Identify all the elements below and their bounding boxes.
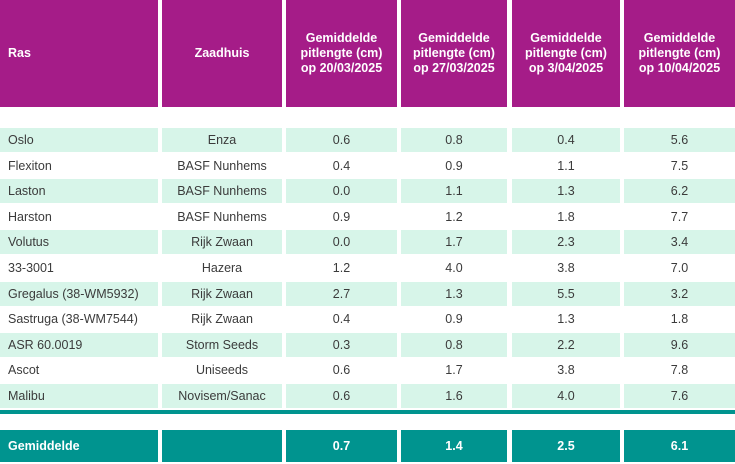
value-cell-10-04: 7.0 — [624, 255, 735, 280]
value-cell-3-04: 5.5 — [512, 281, 620, 306]
table-body: Oslo Enza 0.6 0.8 0.4 5.6 Flexiton BASF … — [0, 128, 735, 408]
column-header-ras: Ras — [0, 0, 158, 107]
value-cell-27-03: 1.7 — [401, 230, 507, 255]
value-cell-20-03: 2.7 — [286, 281, 397, 306]
value-cell-27-03: 1.6 — [401, 383, 507, 408]
separator-line — [0, 409, 735, 414]
table-row: Malibu Novisem/Sanac 0.6 1.6 4.0 7.6 — [0, 383, 735, 408]
value-cell-10-04: 3.2 — [624, 281, 735, 306]
ras-cell: Malibu — [0, 383, 158, 408]
value-cell-20-03: 0.9 — [286, 204, 397, 229]
ras-cell: Sastruga (38-WM7544) — [0, 307, 158, 332]
ras-cell: ASR 60.0019 — [0, 332, 158, 357]
value-cell-3-04: 1.3 — [512, 179, 620, 204]
value-cell-20-03: 0.6 — [286, 358, 397, 383]
value-cell-27-03: 0.9 — [401, 153, 507, 178]
value-cell-27-03: 0.9 — [401, 307, 507, 332]
column-header-pitlengte-10-04: Gemiddelde pitlengte (cm) op 10/04/2025 — [624, 0, 735, 107]
zaadhuis-cell: Storm Seeds — [162, 332, 282, 357]
ras-cell: Oslo — [0, 128, 158, 152]
value-cell-27-03: 0.8 — [401, 332, 507, 357]
table-row: Gregalus (38-WM5932) Rijk Zwaan 2.7 1.3 … — [0, 281, 735, 306]
zaadhuis-cell: BASF Nunhems — [162, 179, 282, 204]
table-row: Laston BASF Nunhems 0.0 1.1 1.3 6.2 — [0, 179, 735, 204]
value-cell-10-04: 7.5 — [624, 153, 735, 178]
value-cell-3-04: 2.3 — [512, 230, 620, 255]
ras-cell: Gregalus (38-WM5932) — [0, 281, 158, 306]
zaadhuis-cell: BASF Nunhems — [162, 204, 282, 229]
value-cell-10-04: 5.6 — [624, 128, 735, 152]
value-cell-3-04: 0.4 — [512, 128, 620, 152]
column-header-pitlengte-3-04: Gemiddelde pitlengte (cm) op 3/04/2025 — [512, 0, 620, 107]
footer-value-cell-3-04: 2.5 — [512, 429, 620, 462]
column-header-pitlengte-20-03: Gemiddelde pitlengte (cm) op 20/03/2025 — [286, 0, 397, 107]
value-cell-10-04: 7.8 — [624, 358, 735, 383]
value-cell-20-03: 0.6 — [286, 383, 397, 408]
value-cell-3-04: 3.8 — [512, 358, 620, 383]
value-cell-20-03: 0.0 — [286, 179, 397, 204]
table-row: Ascot Uniseeds 0.6 1.7 3.8 7.8 — [0, 358, 735, 383]
zaadhuis-cell: Uniseeds — [162, 358, 282, 383]
table-row: Volutus Rijk Zwaan 0.0 1.7 2.3 3.4 — [0, 230, 735, 255]
ras-cell: Harston — [0, 204, 158, 229]
value-cell-3-04: 1.3 — [512, 307, 620, 332]
value-cell-20-03: 1.2 — [286, 255, 397, 280]
value-cell-20-03: 0.4 — [286, 153, 397, 178]
value-cell-3-04: 4.0 — [512, 383, 620, 408]
zaadhuis-cell: BASF Nunhems — [162, 153, 282, 178]
value-cell-20-03: 0.6 — [286, 128, 397, 152]
value-cell-10-04: 9.6 — [624, 332, 735, 357]
value-cell-10-04: 7.7 — [624, 204, 735, 229]
value-cell-27-03: 1.7 — [401, 358, 507, 383]
zaadhuis-cell: Rijk Zwaan — [162, 281, 282, 306]
zaadhuis-cell: Novisem/Sanac — [162, 383, 282, 408]
table-row: Flexiton BASF Nunhems 0.4 0.9 1.1 7.5 — [0, 153, 735, 178]
value-cell-10-04: 7.6 — [624, 383, 735, 408]
table-row: Sastruga (38-WM7544) Rijk Zwaan 0.4 0.9 … — [0, 307, 735, 332]
table-row: Harston BASF Nunhems 0.9 1.2 1.8 7.7 — [0, 204, 735, 229]
zaadhuis-cell: Rijk Zwaan — [162, 307, 282, 332]
ras-cell: Ascot — [0, 358, 158, 383]
zaadhuis-cell: Rijk Zwaan — [162, 230, 282, 255]
value-cell-27-03: 1.3 — [401, 281, 507, 306]
table-row: Oslo Enza 0.6 0.8 0.4 5.6 — [0, 128, 735, 152]
value-cell-27-03: 1.1 — [401, 179, 507, 204]
table-header-row: Ras Zaadhuis Gemiddelde pitlengte (cm) o… — [0, 0, 735, 107]
ras-cell: Volutus — [0, 230, 158, 255]
table-row: ASR 60.0019 Storm Seeds 0.3 0.8 2.2 9.6 — [0, 332, 735, 357]
value-cell-3-04: 1.1 — [512, 153, 620, 178]
value-cell-20-03: 0.4 — [286, 307, 397, 332]
footer-empty-cell — [162, 429, 282, 462]
table-footer-row: Gemiddelde 0.7 1.4 2.5 6.1 — [0, 429, 735, 462]
value-cell-27-03: 4.0 — [401, 255, 507, 280]
value-cell-3-04: 3.8 — [512, 255, 620, 280]
footer-value-cell-10-04: 6.1 — [624, 429, 735, 462]
footer-value-cell-20-03: 0.7 — [286, 429, 397, 462]
column-header-zaadhuis: Zaadhuis — [162, 0, 282, 107]
value-cell-3-04: 2.2 — [512, 332, 620, 357]
zaadhuis-cell: Hazera — [162, 255, 282, 280]
footer-label-cell: Gemiddelde — [0, 429, 158, 462]
ras-cell: Flexiton — [0, 153, 158, 178]
zaadhuis-cell: Enza — [162, 128, 282, 152]
value-cell-10-04: 1.8 — [624, 307, 735, 332]
value-cell-27-03: 0.8 — [401, 128, 507, 152]
value-cell-3-04: 1.8 — [512, 204, 620, 229]
table-row: 33-3001 Hazera 1.2 4.0 3.8 7.0 — [0, 255, 735, 280]
ras-cell: Laston — [0, 179, 158, 204]
value-cell-27-03: 1.2 — [401, 204, 507, 229]
value-cell-20-03: 0.0 — [286, 230, 397, 255]
ras-cell: 33-3001 — [0, 255, 158, 280]
column-header-pitlengte-27-03: Gemiddelde pitlengte (cm) op 27/03/2025 — [401, 0, 507, 107]
value-cell-10-04: 3.4 — [624, 230, 735, 255]
value-cell-20-03: 0.3 — [286, 332, 397, 357]
footer-value-cell-27-03: 1.4 — [401, 429, 507, 462]
value-cell-10-04: 6.2 — [624, 179, 735, 204]
